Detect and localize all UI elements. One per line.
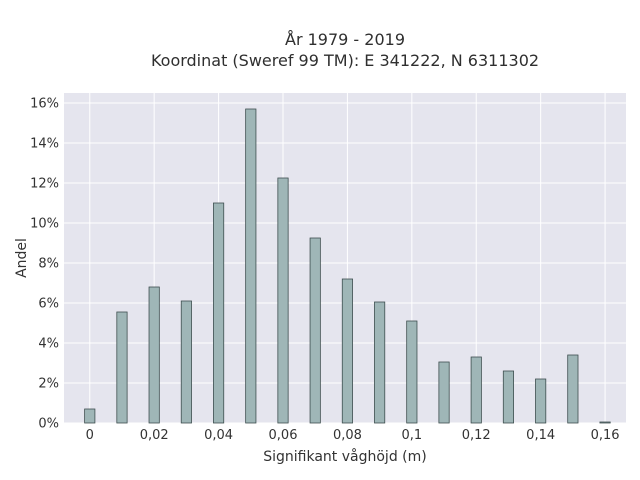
histogram-bar [535,378,547,424]
x-tick-label: 0,02 [140,428,169,443]
y-tick-label: 16% [30,97,59,112]
histogram-bar [148,286,160,424]
histogram-bar [599,421,611,424]
histogram-bar [567,354,579,424]
y-tick-label: 6% [38,297,59,312]
histogram-bar [277,177,289,424]
x-tick-label: 0,06 [269,428,298,443]
histogram-bar [502,370,514,424]
x-tick-label: 0,16 [591,428,620,443]
y-tick-label: 4% [38,337,59,352]
x-tick-label: 0,12 [462,428,491,443]
y-tick-label: 12% [30,177,59,192]
histogram-bar [213,202,225,424]
histogram-bar [470,356,482,424]
x-tick-label: 0,08 [333,428,362,443]
y-axis-label: Andel [14,238,30,278]
chart-title: År 1979 - 2019 [285,30,405,49]
histogram-bar [116,311,128,424]
y-tick-label: 8% [38,257,59,272]
x-axis-label: Signifikant våghöjd (m) [263,448,426,465]
x-axis-ticks: 0 0,02 0,04 0,06 0,08 0,1 0,12 0,14 0,16 [86,428,620,443]
bars [84,108,611,424]
histogram-bar [84,408,96,424]
x-tick-label: 0 [86,428,94,443]
y-axis-ticks: 0% 2% 4% 6% 8% 10% 12% 14% 16% [30,97,59,432]
y-tick-label: 14% [30,137,59,152]
histogram-bar [438,361,450,424]
histogram-bar [245,108,257,424]
y-tick-label: 10% [30,217,59,232]
histogram-bar [341,278,353,424]
x-tick-label: 0,1 [401,428,422,443]
histogram-bar [374,301,386,424]
y-tick-label: 0% [38,417,59,432]
histogram-bar [406,320,418,424]
x-tick-label: 0,04 [204,428,233,443]
x-tick-label: 0,14 [526,428,555,443]
histogram-bar [309,237,321,424]
y-tick-label: 2% [38,377,59,392]
chart-subtitle: Koordinat (Sweref 99 TM): E 341222, N 63… [151,51,539,70]
histogram-bar [180,300,192,424]
